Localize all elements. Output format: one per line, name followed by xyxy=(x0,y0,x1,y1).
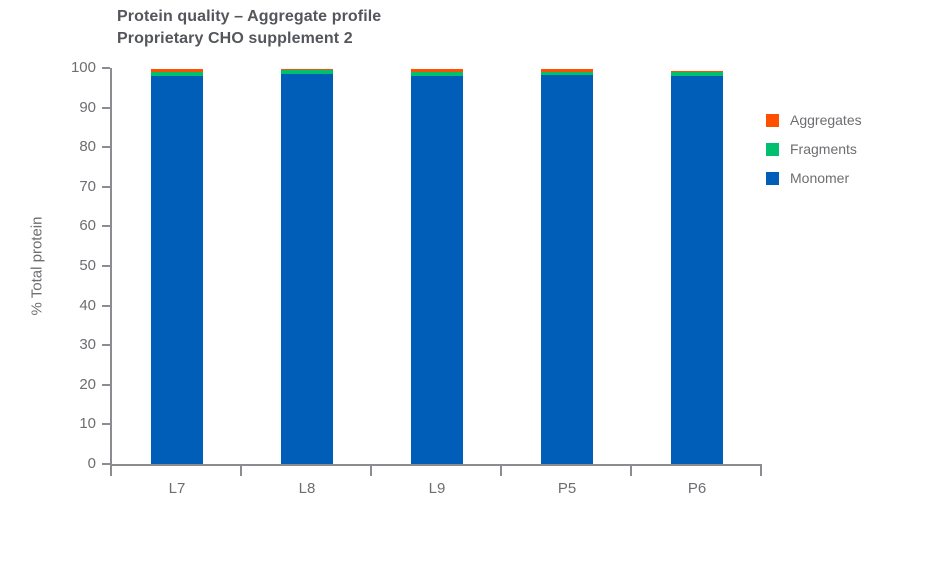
bar-segment-fragments xyxy=(541,71,593,76)
y-tick xyxy=(102,463,110,465)
bar-segment-fragments xyxy=(151,71,203,76)
bar-segment-fragments xyxy=(411,71,463,76)
x-tick xyxy=(630,466,632,476)
category-label: P6 xyxy=(687,480,707,497)
y-tick-label: 50 xyxy=(79,257,96,274)
chart-title-line1: Protein quality – Aggregate profile xyxy=(117,8,382,25)
y-tick-label: 0 xyxy=(87,455,96,472)
y-tick-label: 80 xyxy=(79,138,96,156)
bar-segment-aggregates xyxy=(541,69,593,72)
bar-segment-aggregates xyxy=(411,68,463,72)
category-label: P5 xyxy=(557,480,577,497)
bar-segment-monomer xyxy=(281,73,333,464)
legend-item-label: Aggregates xyxy=(790,112,862,128)
bar-segment-monomer xyxy=(671,75,723,464)
x-tick xyxy=(240,466,242,476)
y-tick xyxy=(102,185,110,188)
bar-segment-monomer xyxy=(411,75,463,464)
x-tick xyxy=(500,466,502,476)
y-tick xyxy=(102,225,110,228)
category-label: L7 xyxy=(168,480,186,497)
legend-item-label: Monomer xyxy=(790,170,850,186)
x-tick xyxy=(370,466,372,476)
legend-swatch-monomer xyxy=(766,172,779,185)
bar-segment-monomer xyxy=(541,75,593,464)
legend-item-label: Fragments xyxy=(790,141,857,157)
category-label: L9 xyxy=(428,480,446,497)
y-tick xyxy=(102,106,110,109)
bar-segment-monomer xyxy=(151,75,203,464)
y-tick-label: 70 xyxy=(79,177,96,195)
x-tick xyxy=(760,466,762,476)
y-tick xyxy=(102,304,110,307)
chart-title: Protein quality – Aggregate profile Prop… xyxy=(117,6,381,50)
y-tick-label: 40 xyxy=(79,296,96,314)
bar-segment-fragments xyxy=(671,71,723,76)
x-tick xyxy=(110,466,112,476)
y-tick-label: 100 xyxy=(70,59,96,76)
bar-segment-fragments xyxy=(281,69,333,74)
y-tick-label: 30 xyxy=(79,336,96,354)
y-axis-line xyxy=(110,68,112,466)
y-tick xyxy=(102,67,110,69)
category-label: L8 xyxy=(298,480,316,497)
y-axis-title: % Total protein xyxy=(28,216,46,316)
y-tick-label: 20 xyxy=(79,375,96,393)
y-tick xyxy=(102,344,110,347)
legend-swatch-fragments xyxy=(766,143,779,156)
y-tick-label: 10 xyxy=(79,415,96,433)
chart-title-line2: Proprietary CHO supplement 2 xyxy=(117,30,353,47)
y-tick xyxy=(102,383,110,386)
y-tick xyxy=(102,265,110,267)
y-tick-label: 60 xyxy=(79,217,96,235)
y-tick xyxy=(102,423,110,426)
y-tick xyxy=(102,146,110,149)
legend-swatch-aggregates xyxy=(766,114,779,127)
bar-segment-aggregates xyxy=(151,68,203,72)
bar-segment-aggregates xyxy=(281,68,333,70)
bar-segment-aggregates xyxy=(671,71,723,72)
y-tick-label: 90 xyxy=(79,98,96,116)
x-axis-line xyxy=(110,464,762,466)
